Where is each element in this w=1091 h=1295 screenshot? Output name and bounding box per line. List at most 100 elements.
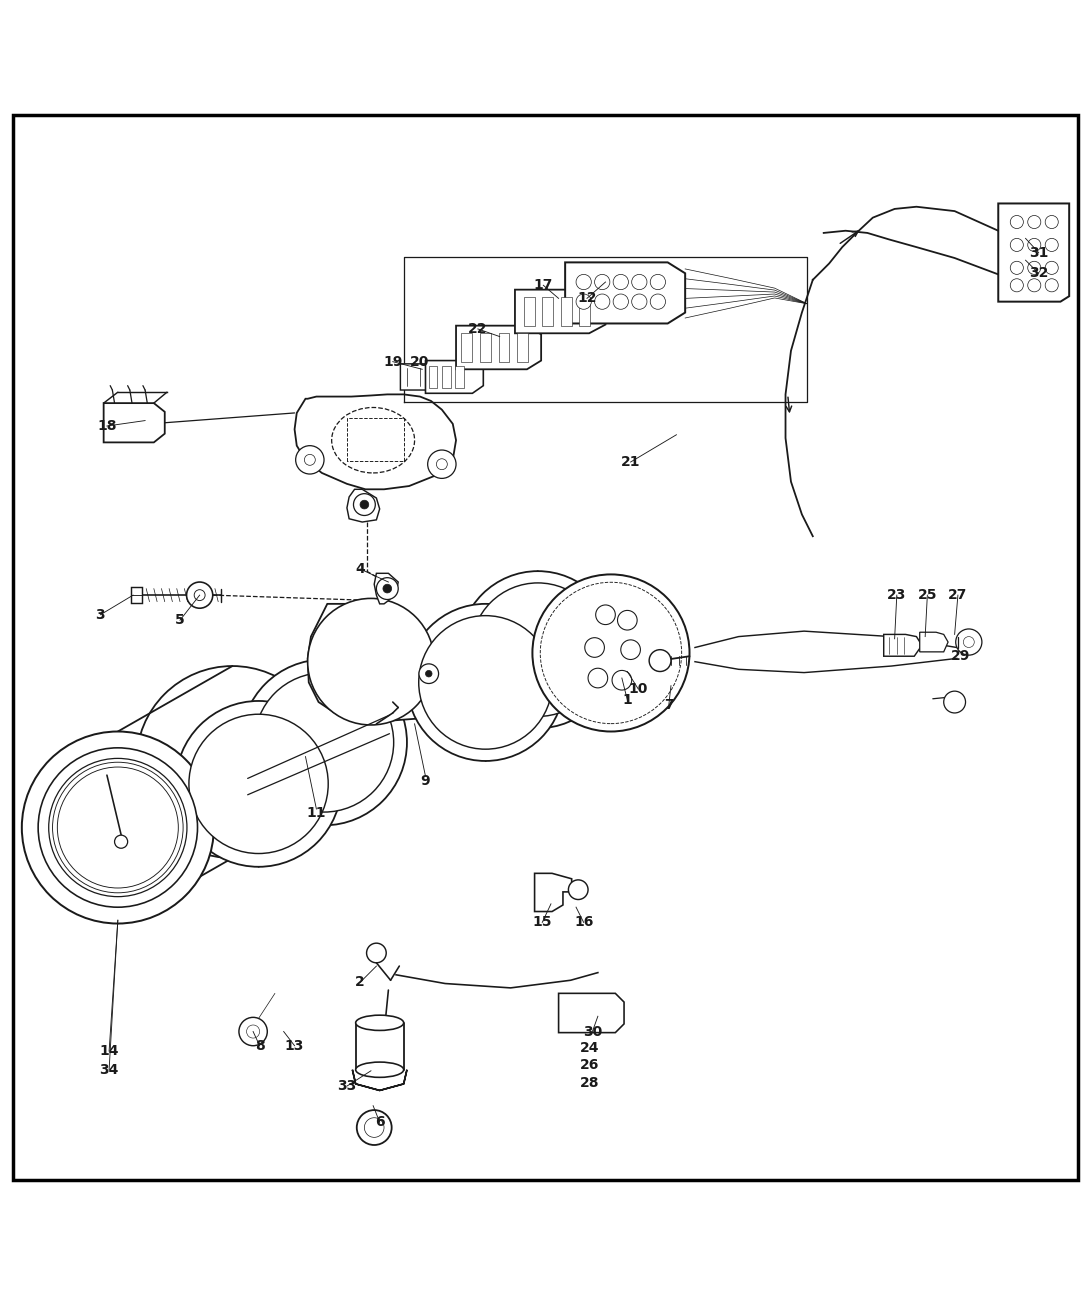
Circle shape [613,275,628,290]
Polygon shape [374,574,398,603]
Circle shape [247,1024,260,1039]
Polygon shape [517,333,528,361]
Polygon shape [456,325,541,369]
Circle shape [1010,215,1023,228]
Circle shape [383,584,392,593]
Circle shape [632,275,647,290]
Circle shape [596,605,615,624]
Circle shape [588,668,608,688]
Text: 8: 8 [255,1039,264,1053]
Circle shape [595,275,610,290]
Circle shape [1028,215,1041,228]
Text: 22: 22 [468,322,488,335]
Polygon shape [884,635,922,657]
Ellipse shape [532,575,690,732]
Polygon shape [535,873,572,912]
Text: 21: 21 [621,455,640,469]
Circle shape [621,640,640,659]
Polygon shape [347,490,380,522]
Text: 27: 27 [948,588,968,602]
Text: 3: 3 [96,607,105,622]
Polygon shape [352,1070,407,1090]
Polygon shape [515,290,606,333]
Text: 14: 14 [99,1044,119,1058]
Polygon shape [920,632,948,651]
Polygon shape [308,603,442,721]
Circle shape [367,943,386,962]
Circle shape [612,671,632,690]
Ellipse shape [356,1062,404,1077]
Circle shape [1010,262,1023,275]
Text: 18: 18 [97,420,117,433]
Ellipse shape [471,583,604,716]
Ellipse shape [38,747,197,908]
Circle shape [568,879,588,900]
Circle shape [115,835,128,848]
Circle shape [963,637,974,648]
Text: 2: 2 [356,975,364,989]
Polygon shape [131,588,142,602]
Text: 32: 32 [1029,267,1048,280]
Text: 24: 24 [579,1041,599,1055]
Polygon shape [480,333,491,361]
Text: 5: 5 [176,614,184,627]
Text: 26: 26 [579,1058,599,1072]
Circle shape [944,692,966,714]
Ellipse shape [308,598,434,725]
Text: 7: 7 [664,698,673,712]
Ellipse shape [49,759,187,896]
Circle shape [613,294,628,310]
Ellipse shape [407,603,564,761]
Text: 28: 28 [579,1076,599,1090]
Ellipse shape [22,732,214,923]
Polygon shape [461,333,472,361]
Circle shape [187,581,213,609]
Text: 30: 30 [583,1024,602,1039]
Circle shape [304,455,315,465]
Circle shape [1045,215,1058,228]
Circle shape [1045,262,1058,275]
Circle shape [650,294,666,310]
Text: 4: 4 [356,562,364,576]
Circle shape [419,664,439,684]
Text: 15: 15 [532,916,552,930]
Circle shape [428,451,456,478]
Polygon shape [559,993,624,1032]
Ellipse shape [356,1015,404,1031]
Circle shape [576,294,591,310]
Text: 10: 10 [628,682,648,695]
Ellipse shape [136,666,328,859]
Text: 12: 12 [577,291,597,306]
Text: 9: 9 [421,773,430,787]
Ellipse shape [419,615,552,750]
Circle shape [376,578,398,600]
Polygon shape [565,263,685,324]
Polygon shape [455,366,464,387]
Polygon shape [295,395,456,490]
Circle shape [194,589,205,601]
Text: 11: 11 [307,807,326,820]
Polygon shape [104,403,165,443]
Circle shape [956,629,982,655]
Ellipse shape [176,701,341,866]
Text: 20: 20 [410,355,430,369]
Text: 23: 23 [887,588,907,602]
Text: 17: 17 [533,278,553,293]
Circle shape [1028,262,1041,275]
Polygon shape [998,203,1069,302]
Circle shape [650,275,666,290]
Polygon shape [499,333,509,361]
Circle shape [1028,278,1041,291]
Circle shape [357,1110,392,1145]
Polygon shape [400,364,442,390]
Ellipse shape [459,571,616,728]
Ellipse shape [189,715,328,853]
Circle shape [360,500,369,509]
Circle shape [649,650,671,672]
Circle shape [585,637,604,658]
Ellipse shape [254,673,394,812]
Polygon shape [561,298,572,325]
Circle shape [353,493,375,515]
Circle shape [425,671,432,677]
Text: 33: 33 [337,1079,357,1093]
